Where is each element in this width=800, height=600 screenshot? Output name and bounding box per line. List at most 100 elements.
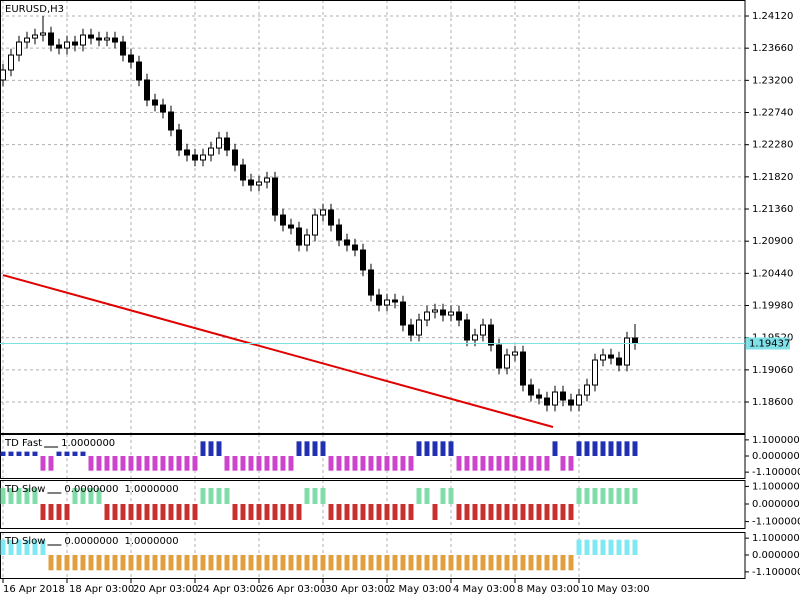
y-tick-label: 1.19060 — [752, 365, 793, 376]
indicator-bar — [520, 504, 526, 520]
indicator-bar — [592, 539, 598, 555]
indicator-bar — [560, 456, 566, 471]
indicator-bar — [16, 488, 22, 504]
trendline — [2, 274, 554, 428]
indicator-bar — [600, 488, 606, 504]
indicator-bar — [8, 539, 14, 555]
indicator-bar — [592, 441, 598, 456]
candle-body — [264, 177, 270, 183]
indicator-bar — [536, 555, 542, 571]
indicator-bar — [224, 488, 230, 504]
indicator-bar — [256, 504, 262, 520]
indicator-bar — [368, 456, 374, 471]
candle-body — [192, 154, 198, 161]
indicator-bar — [128, 456, 134, 471]
indicator-bar — [56, 504, 62, 520]
indicator-bar — [432, 555, 438, 571]
indicator-bar — [184, 504, 190, 520]
indicator-bar — [280, 555, 286, 571]
indicator-bar — [40, 539, 46, 555]
candle-body — [240, 164, 246, 181]
indicator-bar — [176, 555, 182, 571]
indicator-bar — [264, 456, 270, 471]
candle-body — [376, 294, 382, 306]
indicator-bar — [520, 555, 526, 571]
indicator-bar — [248, 456, 254, 471]
indicator-bar — [48, 504, 54, 520]
indicator-bar — [256, 456, 262, 471]
indicator-bar — [336, 456, 342, 471]
candle-body — [344, 239, 350, 246]
indicator-bar — [320, 441, 326, 456]
indicator-bar — [240, 456, 246, 471]
indicator-bar — [392, 555, 398, 571]
indicator-bar — [488, 504, 494, 520]
x-tick-label: 8 May 03:00 — [517, 584, 579, 595]
indicator-bar — [424, 488, 430, 504]
indicator-bar — [280, 504, 286, 520]
y-tick-label: 1.22740 — [752, 108, 793, 119]
indicator-bar — [248, 555, 254, 571]
indicator-bar — [152, 504, 158, 520]
indicator-bar — [16, 451, 22, 456]
indicator-bar — [512, 504, 518, 520]
indicator-bar — [272, 555, 278, 571]
indicator-readout: 1.0000000 — [61, 438, 115, 449]
indicator-bar — [496, 504, 502, 520]
candle-body — [176, 129, 182, 151]
indicator-bar — [144, 456, 150, 471]
x-tick-label: 10 May 03:00 — [581, 584, 650, 595]
indicator-bar — [256, 555, 262, 571]
y-tick-label: 1.24120 — [752, 11, 793, 22]
indicator-bar — [296, 555, 302, 571]
indicator-bar — [120, 555, 126, 571]
indicator-bar — [240, 555, 246, 571]
indicator-bar — [232, 504, 238, 520]
indicator-bar — [248, 504, 254, 520]
indicator-bar — [400, 456, 406, 471]
indicator-bar — [96, 555, 102, 571]
y-tick-label: 1.22280 — [752, 140, 793, 151]
indicator-bar — [632, 441, 638, 456]
indicator-bar — [264, 555, 270, 571]
indicator-bar — [296, 504, 302, 520]
indicator-bar — [56, 451, 62, 456]
indicator-bar — [608, 539, 614, 555]
indicator-bar — [32, 539, 38, 555]
y-tick-label: 1.20900 — [752, 236, 793, 247]
indicator-bar — [464, 456, 470, 471]
candle-body — [576, 394, 582, 406]
indicator-bar — [224, 555, 230, 571]
candle-body — [416, 319, 422, 336]
indicator-bar — [144, 504, 150, 520]
candle-body — [472, 334, 478, 341]
indicator-bar — [232, 456, 238, 471]
candle-body — [544, 397, 550, 406]
candle-body — [88, 34, 94, 39]
candle-body — [144, 79, 150, 101]
indicator-bar — [128, 555, 134, 571]
indicator-bar — [600, 539, 606, 555]
candle-body — [520, 351, 526, 386]
indicator-bar — [0, 539, 6, 555]
indicator-bar — [624, 488, 630, 504]
candle-body — [488, 324, 494, 346]
indicator-bar — [176, 456, 182, 471]
candle-body — [320, 209, 326, 216]
indicator-bar — [592, 488, 598, 504]
indicator-bar — [80, 555, 86, 571]
indicator-bar — [616, 441, 622, 456]
candle-body — [272, 177, 278, 216]
indicator-bar — [584, 539, 590, 555]
y-tick-label: -1.100000 — [752, 567, 800, 578]
y-tick-label: -1.100000 — [752, 517, 800, 528]
indicator-bar — [328, 555, 334, 571]
indicator-bar — [288, 555, 294, 571]
candle-body — [208, 147, 214, 156]
y-tick-label: -1.100000 — [752, 467, 800, 478]
indicator-bar — [192, 504, 198, 520]
indicator-bar — [392, 504, 398, 520]
indicator-bar — [192, 456, 198, 471]
indicator-bar — [384, 555, 390, 571]
candle-body — [96, 37, 102, 41]
